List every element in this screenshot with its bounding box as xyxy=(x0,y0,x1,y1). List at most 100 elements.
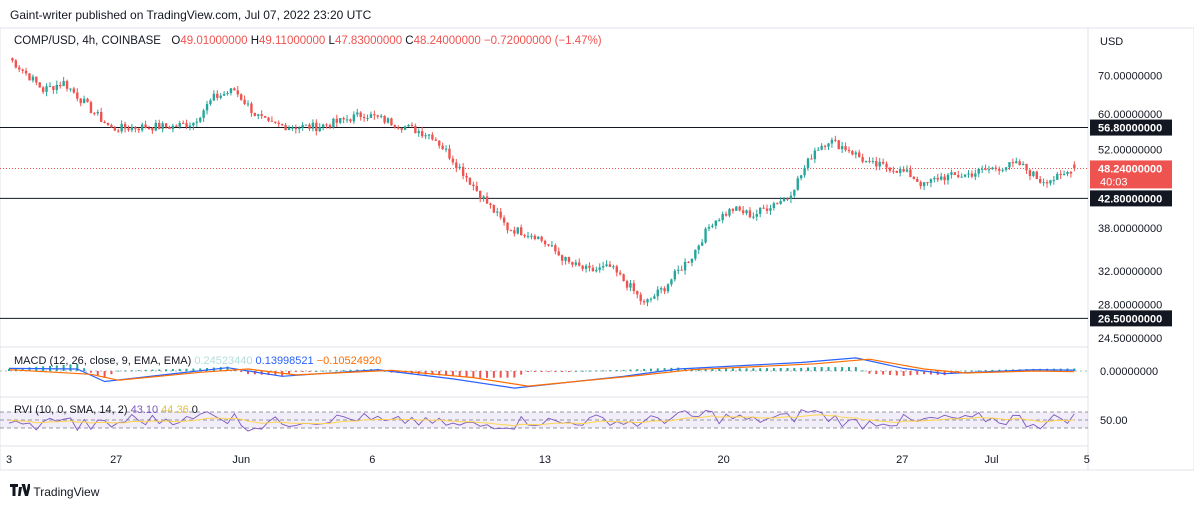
rvi-signal-value: 44.36 xyxy=(161,404,189,416)
macd-histogram-bar xyxy=(656,368,659,371)
candle-body xyxy=(263,115,267,118)
candle-body xyxy=(820,145,823,150)
candle-body xyxy=(246,103,250,105)
candle-body xyxy=(103,121,106,124)
macd-histogram-bar xyxy=(96,371,99,376)
candle-body xyxy=(868,160,871,162)
current-price-badge xyxy=(1090,160,1172,189)
candle-body xyxy=(1062,173,1066,175)
candle-body xyxy=(574,262,578,265)
candle-body xyxy=(21,69,24,71)
macd-histogram-bar xyxy=(199,368,202,371)
symbol-label: COMP/USD, 4h, COINBASE xyxy=(14,35,161,47)
candle-body xyxy=(813,150,817,160)
macd-histogram-bar xyxy=(533,371,536,372)
time-axis-label: 27 xyxy=(110,454,122,466)
macd-histogram-bar xyxy=(110,371,113,375)
level-price-label: 56.80000000 xyxy=(1098,123,1162,135)
macd-histogram-bar xyxy=(745,368,748,371)
macd-histogram-bar xyxy=(328,370,331,372)
candle-body xyxy=(615,266,618,273)
tradingview-branding: TradingView xyxy=(10,484,99,499)
macd-histogram-bar xyxy=(554,371,557,372)
macd-histogram-bar xyxy=(929,371,932,375)
candle-body xyxy=(881,161,885,164)
time-axis-label: 6 xyxy=(369,454,375,466)
candle-body xyxy=(134,127,137,129)
candle-body xyxy=(605,264,608,267)
candle-body xyxy=(502,217,506,223)
macd-histogram-bar xyxy=(629,369,632,371)
macd-histogram-bar xyxy=(807,367,810,371)
candle-body xyxy=(403,126,407,130)
candle-body xyxy=(267,117,270,121)
macd-histogram-bar xyxy=(226,366,229,371)
candle-body xyxy=(513,230,516,234)
candle-body xyxy=(485,196,489,204)
candle-body xyxy=(253,112,257,116)
candle-body xyxy=(844,146,847,151)
candle-body xyxy=(277,122,280,125)
candle-body xyxy=(506,222,509,231)
candle-body xyxy=(362,116,366,119)
candle-body xyxy=(342,118,345,120)
candle-body xyxy=(526,235,530,237)
candle-body xyxy=(1052,179,1056,181)
macd-histogram-bar xyxy=(178,368,181,371)
candle-body xyxy=(301,125,304,128)
macd-histogram-bar xyxy=(151,369,154,371)
candle-body xyxy=(113,127,117,131)
candle-body xyxy=(1059,173,1062,175)
candle-body xyxy=(980,168,984,170)
macd-histogram-bar xyxy=(76,363,79,371)
candle-body xyxy=(916,178,919,182)
candle-body xyxy=(11,58,14,61)
candle-body xyxy=(216,93,219,98)
candle-body xyxy=(250,103,253,113)
macd-histogram-bar xyxy=(731,368,734,371)
candle-body xyxy=(89,102,93,114)
macd-histogram-bar xyxy=(253,371,256,375)
candle-body xyxy=(998,168,1001,171)
candle-body xyxy=(45,86,48,92)
candle-body xyxy=(349,119,352,122)
macd-histogram-bar xyxy=(69,364,72,371)
candle-body xyxy=(950,172,953,175)
candle-body xyxy=(468,177,472,185)
candle-body xyxy=(588,265,591,268)
macd-histogram-bar xyxy=(984,370,987,372)
candle-body xyxy=(171,125,175,130)
macd-histogram-bar xyxy=(335,370,338,372)
candle-body xyxy=(571,262,574,265)
candle-body xyxy=(444,148,448,150)
candle-body xyxy=(946,174,950,181)
candle-body xyxy=(86,98,89,103)
candle-body xyxy=(885,163,888,168)
macd-signal-line xyxy=(8,358,1075,387)
high-key: H xyxy=(250,35,260,47)
candle-body xyxy=(287,127,291,131)
macd-histogram-bar xyxy=(888,371,891,375)
candle-body xyxy=(601,266,605,268)
tradingview-wordmark: TradingView xyxy=(33,484,100,499)
candle-body xyxy=(598,267,601,270)
macd-histogram-bar xyxy=(663,368,666,371)
candle-body xyxy=(1039,179,1042,183)
candle-body xyxy=(1069,171,1073,174)
candle-body xyxy=(373,114,376,116)
candle-body xyxy=(1066,171,1069,174)
macd-histogram-bar xyxy=(643,368,646,371)
candle-body xyxy=(919,181,922,187)
candle-body xyxy=(284,125,287,131)
candle-body xyxy=(321,124,325,128)
candle-body xyxy=(178,122,181,127)
current-price-label: 48.24000000 xyxy=(1098,163,1162,175)
candle-body xyxy=(680,269,683,271)
candle-body xyxy=(243,99,246,104)
candle-body xyxy=(666,284,670,292)
candle-body xyxy=(158,122,161,129)
macd-histogram-bar xyxy=(438,371,441,376)
macd-histogram-bar xyxy=(841,367,844,371)
candle-body xyxy=(1001,169,1004,171)
candle-body xyxy=(123,124,127,129)
